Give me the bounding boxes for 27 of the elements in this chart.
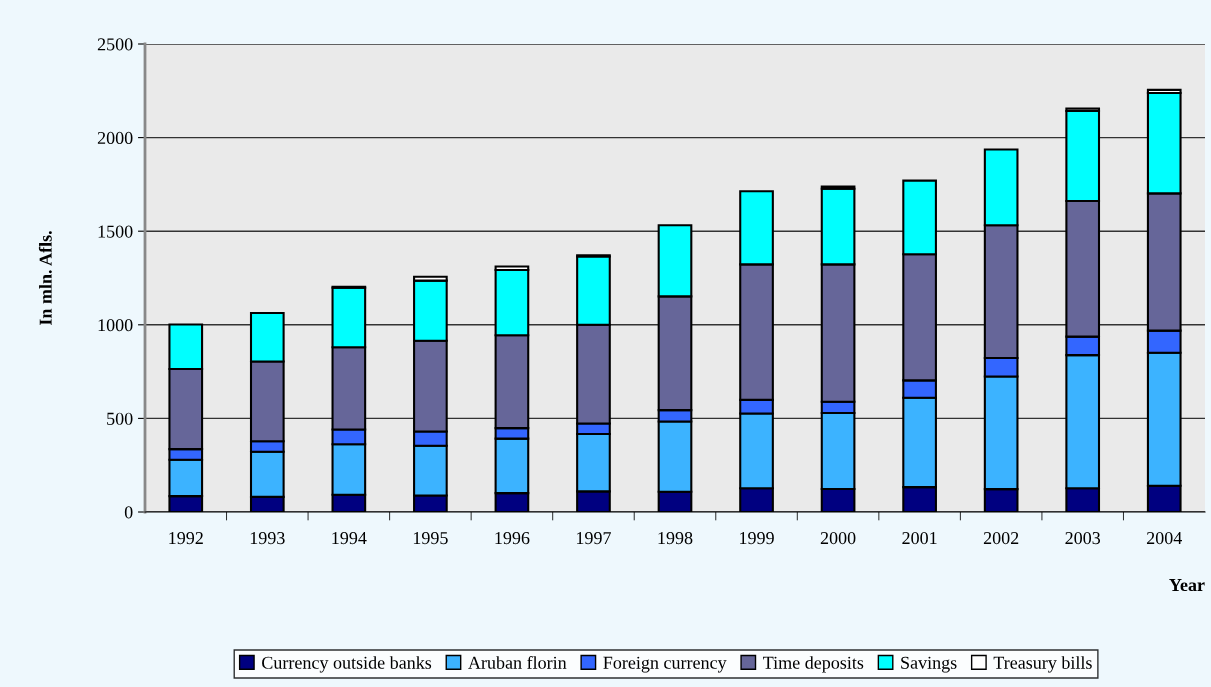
legend-label: Treasury bills bbox=[993, 656, 1092, 673]
x-tick-label: 2002 bbox=[983, 531, 1019, 545]
x-tick-label: 1997 bbox=[576, 532, 611, 545]
x-tick-label: 2001 bbox=[902, 531, 937, 545]
y-tick-label: 0 bbox=[124, 506, 133, 519]
x-tick-label: 1998 bbox=[658, 531, 693, 545]
x-tick-label: 1992 bbox=[169, 532, 203, 545]
x-tick-label: 2000 bbox=[820, 531, 856, 545]
x-tick-label: 1994 bbox=[332, 532, 367, 545]
legend-label: Aruban florin bbox=[468, 655, 567, 669]
legend-label: Foreign currency bbox=[603, 656, 727, 673]
legend-label: Savings bbox=[901, 656, 957, 673]
y-tick-label: 500 bbox=[107, 412, 133, 425]
y-tick-label: 1500 bbox=[98, 225, 133, 238]
y-tick-label: 1000 bbox=[98, 319, 133, 332]
x-axis-title: Year bbox=[1169, 579, 1205, 592]
x-tick-label: 1999 bbox=[740, 532, 774, 545]
x-tick-label: 2003 bbox=[1065, 531, 1101, 545]
x-tick-label: 1995 bbox=[413, 532, 448, 545]
y-tick-label: 2500 bbox=[97, 38, 133, 51]
y-axis-title: In mln. Afls. bbox=[38, 231, 52, 326]
x-tick-label: 1993 bbox=[250, 532, 285, 545]
x-tick-label: 2004 bbox=[1146, 531, 1182, 545]
x-tick-label: 1996 bbox=[495, 532, 530, 545]
legend-label: Time deposits bbox=[763, 656, 864, 673]
legend-label: Currency outside banks bbox=[262, 656, 432, 673]
y-tick-label: 2000 bbox=[97, 131, 133, 145]
